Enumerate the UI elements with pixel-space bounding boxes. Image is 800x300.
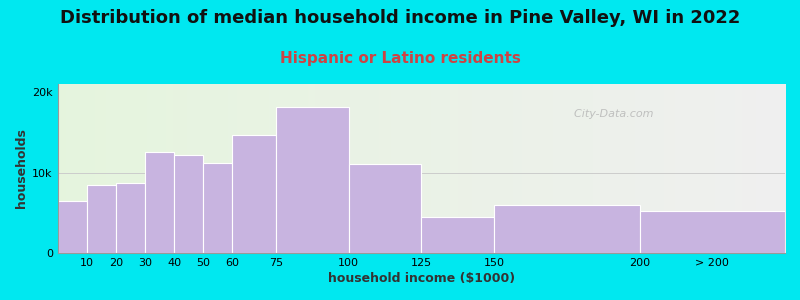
Bar [174, 155, 203, 253]
Bar [276, 106, 349, 253]
Text: City-Data.com: City-Data.com [566, 109, 654, 119]
X-axis label: household income ($1000): household income ($1000) [328, 272, 515, 285]
Bar [349, 164, 422, 253]
Bar [639, 211, 785, 253]
Text: Hispanic or Latino residents: Hispanic or Latino residents [279, 51, 521, 66]
Bar [86, 184, 116, 253]
Bar [116, 183, 145, 253]
Bar [232, 135, 276, 253]
Bar [58, 201, 86, 253]
Bar [422, 217, 494, 253]
Bar [494, 205, 639, 253]
Y-axis label: households: households [15, 128, 28, 208]
Text: Distribution of median household income in Pine Valley, WI in 2022: Distribution of median household income … [60, 9, 740, 27]
Bar [145, 152, 174, 253]
Bar [203, 163, 232, 253]
